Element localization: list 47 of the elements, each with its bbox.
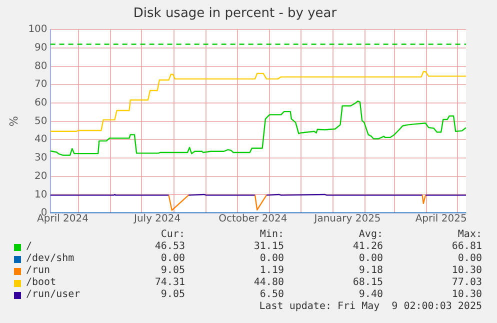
- text: 6.50: [260, 289, 284, 301]
- y-tick-label: 100: [28, 24, 48, 36]
- legend-label: /run/user: [26, 289, 80, 301]
- text: 44.80: [254, 277, 284, 289]
- text: 9.05: [160, 265, 185, 277]
- text: Max:: [458, 229, 482, 241]
- text: 10.30: [452, 289, 482, 301]
- y-tick-label: 20: [34, 170, 48, 182]
- text: 1.19: [260, 265, 284, 277]
- x-tick-label: April 2025: [415, 214, 467, 225]
- text: Min:: [260, 229, 284, 241]
- text: 0.00: [260, 253, 284, 265]
- text: Avg:: [358, 229, 383, 241]
- y-tick-label: 10: [34, 189, 48, 200]
- text: 0.00: [458, 253, 482, 265]
- y-tick-label: 80: [34, 60, 48, 72]
- y-tick-label: 90: [34, 42, 48, 54]
- text: 0.00: [160, 253, 185, 265]
- y-tick-label: 40: [34, 134, 48, 146]
- text: 9.05: [160, 289, 185, 301]
- x-tick-label: July 2024: [133, 214, 181, 225]
- text: 74.31: [154, 277, 185, 289]
- y-tick-label: 50: [34, 116, 48, 127]
- chart-title: Disk usage in percent - by year: [133, 6, 338, 22]
- x-tick-label: October 2024: [218, 214, 288, 225]
- text: 10.30: [452, 265, 482, 277]
- y-tick-label: 70: [34, 79, 48, 90]
- x-tick-label: January 2025: [313, 214, 381, 225]
- y-tick-label: 30: [34, 152, 48, 164]
- y-axis-title: %: [7, 116, 20, 127]
- legend-label: /: [26, 241, 32, 253]
- text: Cur:: [160, 229, 185, 241]
- x-tick-label: April 2024: [37, 214, 88, 225]
- text: 66.81: [452, 241, 482, 253]
- text: 41.26: [352, 241, 383, 253]
- legend-label: /dev/shm: [26, 253, 74, 265]
- text: Last update: Fri May 9 02:00:03 2025: [259, 301, 482, 313]
- text: 9.40: [358, 289, 383, 301]
- legend-label: /run: [26, 265, 50, 277]
- text: 31.15: [254, 241, 284, 253]
- legend-label: /boot: [26, 277, 56, 289]
- y-tick-label: 60: [34, 98, 48, 109]
- text: 46.53: [154, 241, 185, 253]
- text: 0.00: [358, 253, 383, 265]
- text: 77.03: [452, 277, 482, 289]
- text: 68.15: [352, 277, 383, 289]
- text: 9.18: [358, 265, 383, 277]
